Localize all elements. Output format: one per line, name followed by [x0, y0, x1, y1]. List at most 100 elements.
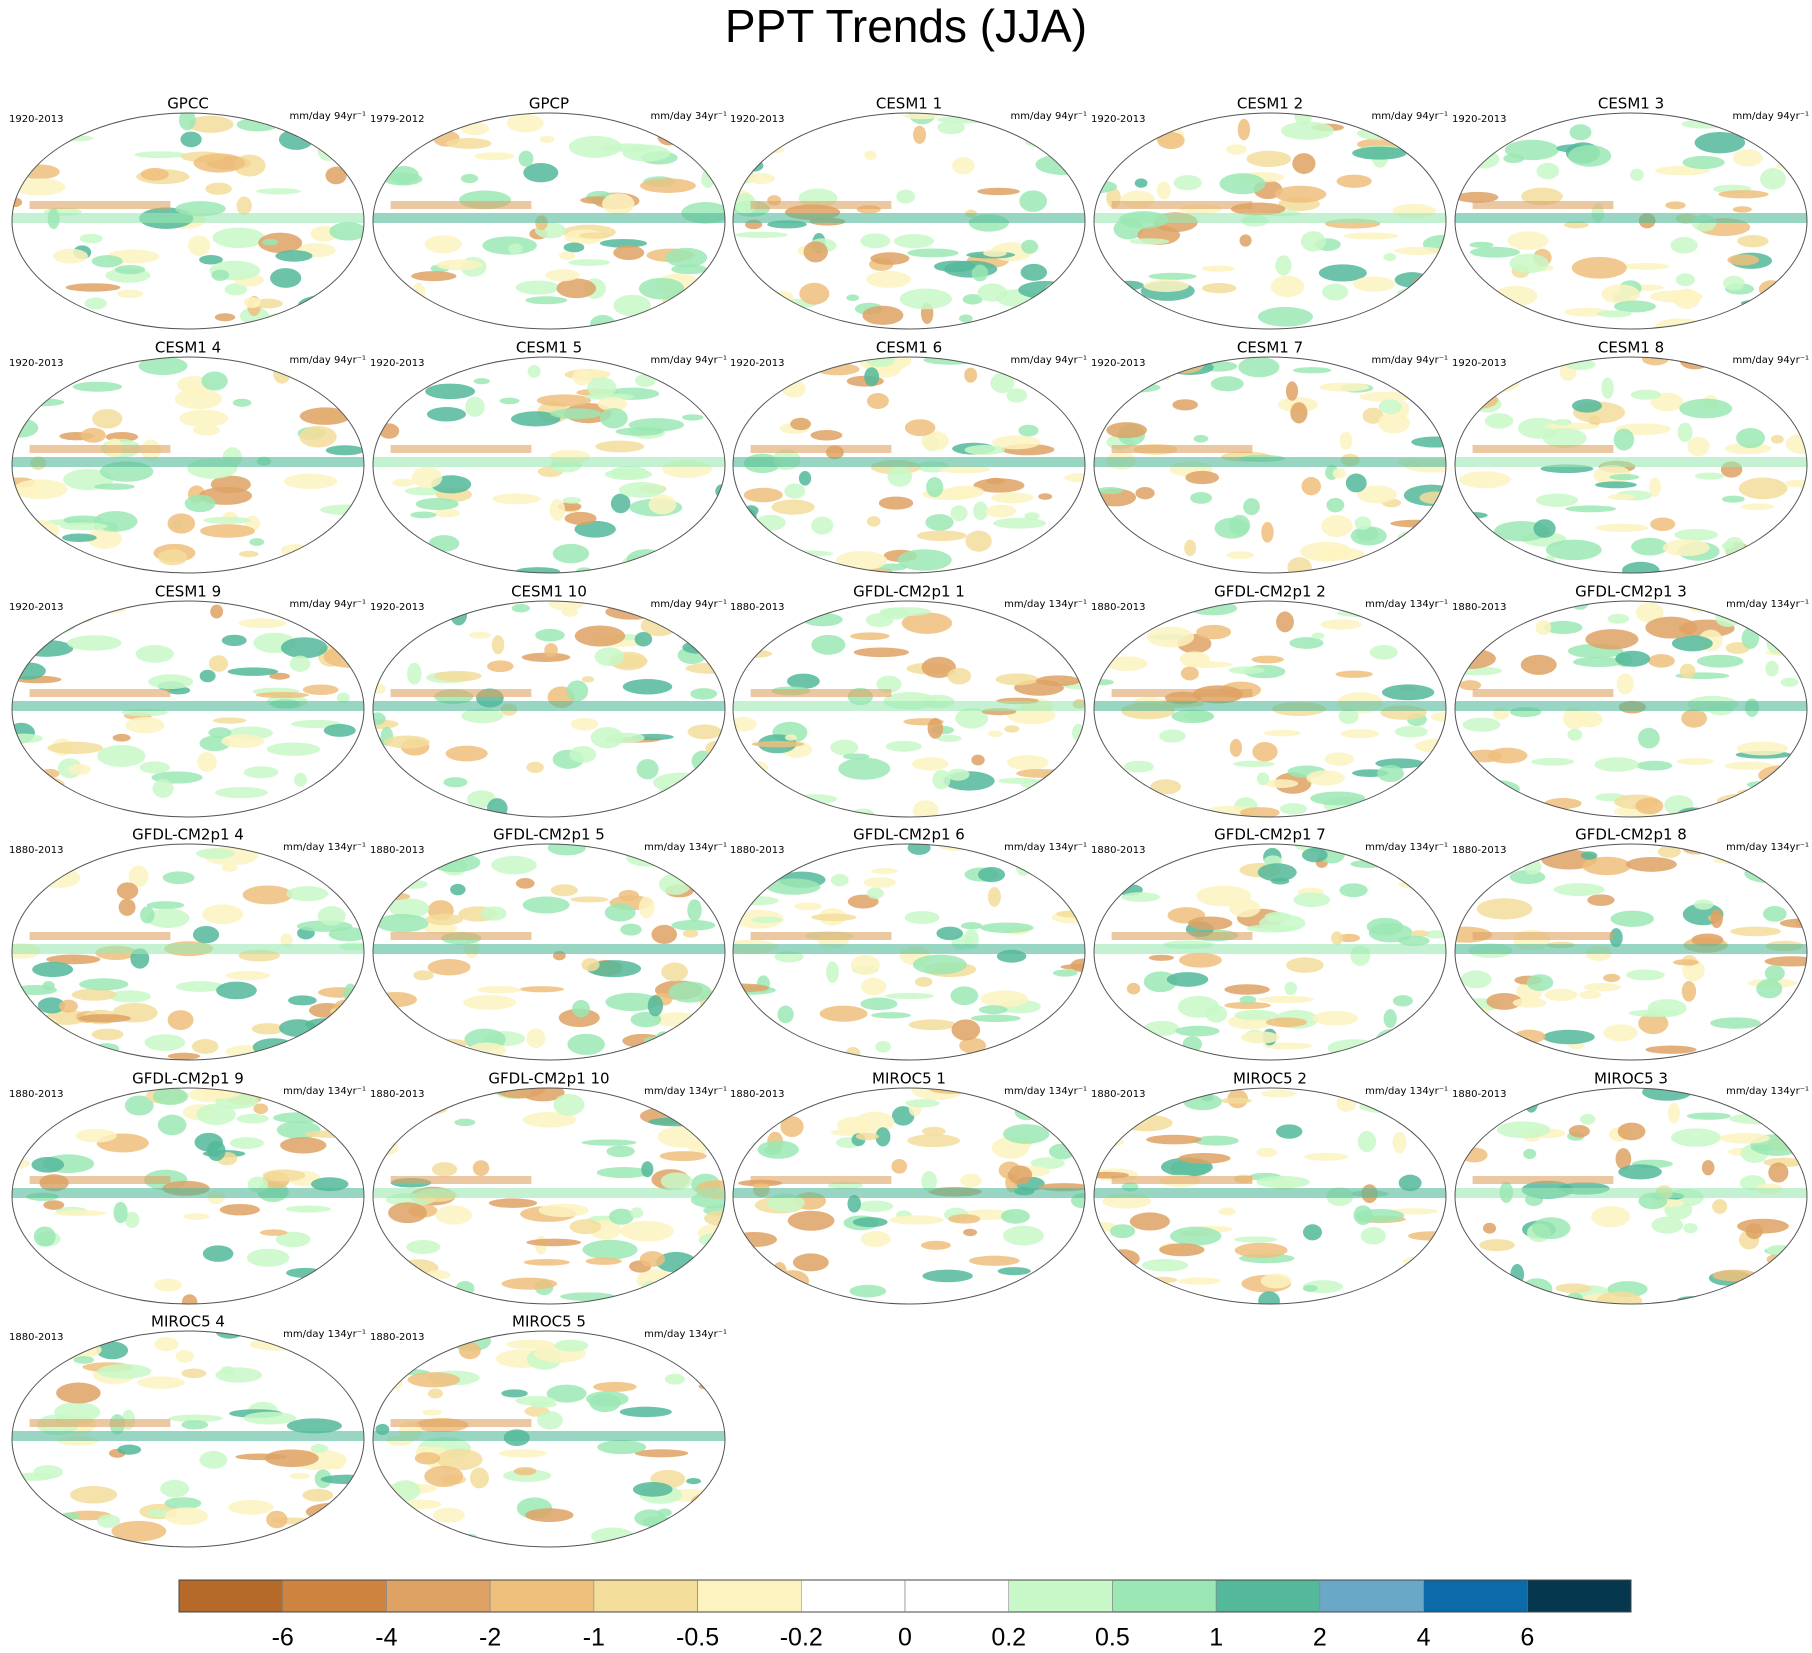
field-blob	[1106, 656, 1148, 672]
field-blob	[671, 919, 716, 931]
field-blob	[1715, 607, 1741, 627]
field-blob	[1455, 638, 1480, 646]
field-blob	[1694, 131, 1746, 154]
field-blob	[1362, 407, 1384, 424]
field-blob	[938, 465, 991, 474]
field-blob	[94, 483, 135, 490]
field-blob	[1544, 988, 1578, 1002]
field-blob	[1403, 851, 1435, 865]
field-blob	[1580, 851, 1598, 860]
field-blob	[1094, 1137, 1125, 1148]
field-blob	[1487, 747, 1528, 764]
field-blob	[243, 1411, 297, 1425]
field-blob	[1455, 191, 1499, 203]
field-blob	[1094, 1042, 1120, 1053]
equatorial-band	[1455, 457, 1807, 467]
field-blob	[1312, 1011, 1359, 1026]
field-blob	[285, 1205, 332, 1213]
field-blob	[926, 477, 944, 498]
map-field	[373, 601, 725, 817]
field-blob	[329, 222, 364, 241]
field-blob	[1512, 997, 1547, 1008]
field-blob	[425, 1270, 451, 1280]
field-blob	[212, 227, 265, 248]
field-blob	[1377, 764, 1404, 783]
field-blob	[518, 150, 534, 167]
field-blob	[269, 672, 290, 680]
field-blob	[581, 1139, 637, 1146]
field-blob	[784, 483, 806, 499]
map-field	[12, 113, 364, 329]
field-blob	[1338, 708, 1359, 724]
field-blob	[1126, 616, 1142, 637]
field-blob	[1738, 477, 1788, 500]
field-blob	[1665, 201, 1686, 210]
field-blob	[427, 959, 471, 976]
field-blob	[860, 997, 898, 1011]
field-blob	[535, 628, 565, 642]
field-blob	[1701, 1159, 1715, 1176]
field-blob	[526, 1238, 582, 1247]
field-blob	[1756, 126, 1770, 147]
field-blob	[506, 113, 544, 133]
field-blob	[1736, 427, 1766, 449]
field-blob	[460, 122, 490, 136]
equatorial-band	[1472, 689, 1614, 697]
field-blob	[1793, 260, 1807, 276]
field-blob	[164, 1507, 209, 1526]
field-blob	[308, 607, 346, 628]
field-blob	[397, 617, 411, 635]
field-blob	[1359, 1099, 1412, 1114]
equatorial-band	[733, 213, 1085, 223]
field-blob	[878, 563, 908, 571]
field-blob	[714, 740, 725, 757]
field-blob	[1621, 561, 1660, 573]
field-blob	[1049, 367, 1085, 382]
equatorial-band	[390, 932, 532, 940]
field-blob	[1460, 391, 1499, 409]
field-blob	[1416, 1119, 1446, 1131]
field-blob	[1137, 373, 1171, 382]
equatorial-band	[29, 1419, 171, 1427]
field-blob	[40, 1295, 54, 1304]
field-blob	[735, 231, 788, 239]
field-blob	[852, 1217, 888, 1228]
field-blob	[405, 1281, 445, 1296]
field-blob	[920, 1240, 952, 1250]
field-blob	[610, 493, 631, 514]
field-blob	[684, 552, 711, 567]
field-blob	[847, 1194, 861, 1213]
field-blob	[1667, 1102, 1680, 1124]
field-blob	[1682, 844, 1710, 855]
field-blob	[508, 243, 523, 254]
field-blob	[585, 1257, 622, 1265]
panel-period: 1979-2012	[370, 114, 425, 125]
field-blob	[581, 958, 600, 972]
field-blob	[26, 554, 66, 566]
field-blob	[950, 986, 979, 1006]
field-blob	[912, 954, 967, 975]
field-blob	[18, 639, 74, 657]
field-blob	[338, 1112, 364, 1133]
field-blob	[1172, 399, 1198, 411]
field-blob	[777, 1005, 794, 1024]
panel-period: 1880-2013	[1091, 1089, 1146, 1100]
field-blob	[266, 312, 301, 322]
field-blob	[1743, 1047, 1759, 1060]
field-blob	[643, 1036, 664, 1045]
field-blob	[302, 684, 339, 696]
field-blob	[860, 977, 887, 996]
field-blob	[622, 679, 673, 695]
field-blob	[1302, 1224, 1323, 1241]
field-blob	[221, 734, 265, 749]
field-blob	[553, 1093, 585, 1116]
panel-title: GFDL-CM2p1 5	[493, 826, 605, 844]
field-blob	[887, 465, 913, 487]
field-blob	[469, 1467, 489, 1489]
field-blob	[980, 990, 1029, 1008]
field-blob	[236, 196, 252, 215]
field-blob	[208, 727, 232, 739]
map-field	[1094, 113, 1446, 329]
field-blob	[325, 445, 364, 456]
field-blob	[1022, 796, 1076, 817]
